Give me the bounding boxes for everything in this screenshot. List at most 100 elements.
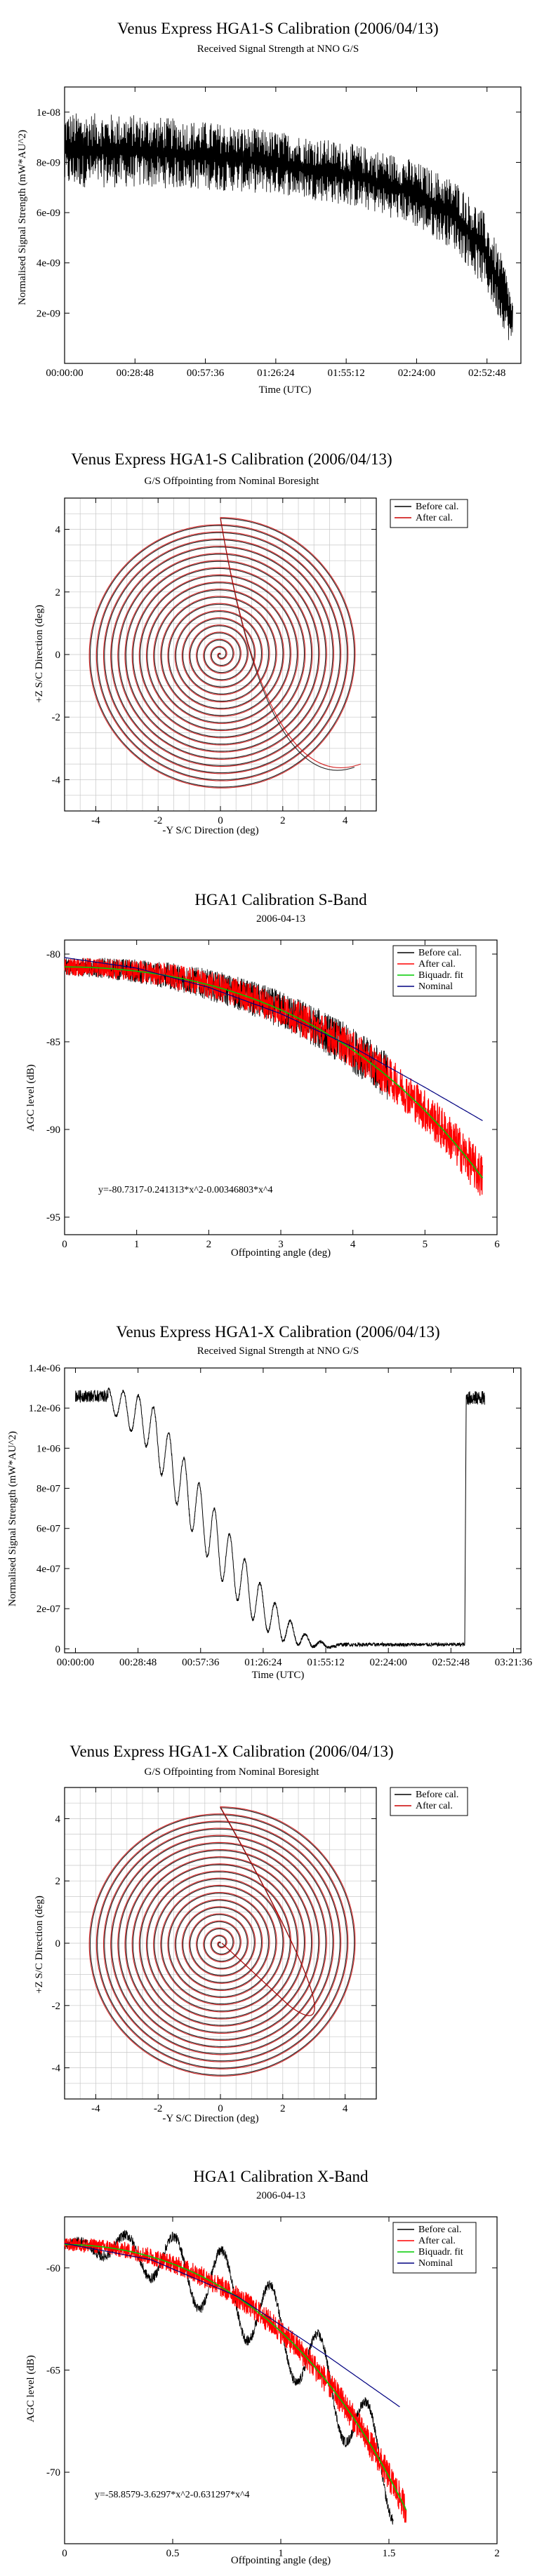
- x-tick-label: 0: [62, 2548, 67, 2559]
- legend-entry: Before cal.: [418, 2225, 461, 2235]
- x-tick-label: 2: [280, 815, 286, 826]
- after-cal-trace: [64, 2238, 407, 2523]
- chart-subtitle: G/S Offpointing from Nominal Boresight: [145, 1766, 320, 1778]
- x-tick-label: 0.5: [166, 2548, 180, 2559]
- signal-trace: [64, 113, 513, 340]
- x-tick-label: 6: [494, 1239, 500, 1250]
- x-tick-label: 5: [423, 1239, 428, 1250]
- spiral-series-1: [88, 1806, 356, 2077]
- spiral-series-0: [89, 1807, 355, 2076]
- biquadratic-fit-line: [64, 2243, 407, 2511]
- legend-box: [392, 2222, 477, 2274]
- legend-entry: After cal.: [418, 2236, 456, 2246]
- s-band-offpointing-chart: Venus Express HGA1-S Calibration (2006/0…: [34, 450, 468, 836]
- y-tick-label: -70: [46, 2467, 60, 2478]
- y-axis-label: AGC level (dB): [25, 2355, 37, 2422]
- legend-entry: Biquadr. fit: [418, 970, 463, 981]
- x-axis-label: Offpointing angle (deg): [231, 1247, 331, 1259]
- y-axis-label: +Z S/C Direction (deg): [34, 605, 45, 703]
- legend-entry: Before cal.: [416, 1790, 458, 1800]
- y-tick-label: -2: [52, 2001, 61, 2012]
- x-tick-label: 02:24:00: [398, 368, 435, 379]
- y-axis-label: Normalised Signal Strength (mW*AU^2): [7, 1431, 18, 1606]
- plot-frame: [64, 86, 522, 364]
- x-tick-label: 01:55:12: [327, 368, 364, 379]
- chart-panel-s-band-agc: HGA1 Calibration S-Band 2006-04-13 Offpo…: [0, 856, 556, 1277]
- x-axis-label: Time (UTC): [259, 384, 312, 396]
- x-tick-label: 4: [343, 2103, 348, 2114]
- legend-entry: After cal.: [418, 959, 456, 970]
- x-tick-label: -4: [91, 815, 100, 826]
- y-tick-label: 1e-06: [37, 1443, 61, 1454]
- x-tick-label: 2: [494, 2548, 500, 2559]
- x-tick-label: 00:57:36: [182, 1657, 220, 1668]
- y-axis-label: AGC level (dB): [25, 1064, 37, 1132]
- s-band-agc-chart: HGA1 Calibration S-Band 2006-04-13 Offpo…: [25, 891, 500, 1259]
- x-axis-label: Offpointing angle (deg): [231, 2555, 331, 2566]
- x-tick-label: 0: [62, 1239, 67, 1250]
- x-tick-label: 01:26:24: [244, 1657, 282, 1668]
- y-tick-label: -95: [46, 1212, 60, 1223]
- before-cal-trace: [64, 2229, 394, 2525]
- chart-subtitle: G/S Offpointing from Nominal Boresight: [145, 476, 320, 487]
- x-tick-label: 02:24:00: [370, 1657, 407, 1668]
- plot-frame: [64, 1367, 522, 1653]
- y-tick-label: -80: [46, 949, 60, 960]
- y-tick-label: 8e-07: [37, 1484, 61, 1495]
- legend-box: [390, 1787, 468, 1816]
- x-tick-label: 00:57:36: [187, 368, 225, 379]
- biquadratic-fit-line: [65, 966, 484, 1179]
- chart-title: HGA1 Calibration S-Band: [194, 891, 367, 908]
- chart-title: Venus Express HGA1-S Calibration (2006/0…: [71, 450, 392, 468]
- legend-entry: After cal.: [416, 1801, 453, 1811]
- y-tick-label: 1.2e-06: [29, 1403, 61, 1414]
- y-tick-label: 0: [55, 650, 61, 661]
- x-tick-label: 0: [218, 2103, 223, 2114]
- y-tick-label: 2: [55, 587, 61, 598]
- y-tick-label: 4e-07: [37, 1564, 61, 1575]
- x-tick-label: 00:00:00: [46, 368, 83, 379]
- chart-panel-s-signal: Venus Express HGA1-S Calibration (2006/0…: [0, 0, 556, 421]
- y-tick-label: 2e-07: [37, 1604, 61, 1615]
- x-tick-label: 4: [343, 815, 348, 826]
- x-axis-label: -Y S/C Direction (deg): [162, 2113, 258, 2124]
- y-axis-label: Normalised Signal Strength (mW*AU^2): [17, 130, 28, 305]
- x-axis-label: -Y S/C Direction (deg): [162, 825, 258, 836]
- y-tick-label: 4e-09: [37, 258, 60, 269]
- y-tick-label: 2: [55, 1876, 61, 1887]
- x-tick-label: 0: [218, 815, 223, 826]
- nominal-line: [64, 2243, 400, 2408]
- chart-title: Venus Express HGA1-X Calibration (2006/0…: [70, 1743, 393, 1760]
- fit-equation: y=-58.8579-3.6297*x^2-0.631297*x^4: [95, 2490, 250, 2500]
- chart-title: HGA1 Calibration X-Band: [193, 2168, 369, 2185]
- x-axis-label: Time (UTC): [252, 1670, 305, 1681]
- chart-panel-x-band-agc: HGA1 Calibration X-Band 2006-04-13 Offpo…: [0, 2133, 556, 2576]
- x-tick-label: 01:26:24: [257, 368, 295, 379]
- x-tick-label: 00:28:48: [117, 368, 154, 379]
- chart-panel-x-offpointing: Venus Express HGA1-X Calibration (2006/0…: [0, 1698, 556, 2133]
- y-tick-label: 6e-09: [37, 208, 60, 219]
- before-cal-trace: [64, 958, 390, 1100]
- x-tick-label: 1.5: [383, 2548, 396, 2559]
- y-tick-label: -85: [46, 1037, 60, 1048]
- legend-box: [392, 945, 477, 997]
- x-tick-label: 3: [278, 1239, 284, 1250]
- legend-entry: Biquadr. fit: [418, 2247, 463, 2258]
- fit-equation: y=-80.7317-0.241313*x^2-0.00346803*x^4: [98, 1185, 273, 1195]
- chart-panel-s-offpointing: Venus Express HGA1-S Calibration (2006/0…: [0, 421, 556, 856]
- legend-entry: Nominal: [418, 2258, 453, 2269]
- y-tick-label: 1e-08: [37, 107, 60, 119]
- x-band-signal-chart: Venus Express HGA1-X Calibration (2006/0…: [7, 1323, 533, 1681]
- y-tick-label: 0: [55, 1938, 61, 1950]
- chart-subtitle: Received Signal Strength at NNO G/S: [197, 43, 359, 55]
- x-tick-label: 1: [278, 2548, 284, 2559]
- x-band-agc-chart: HGA1 Calibration X-Band 2006-04-13 Offpo…: [25, 2168, 500, 2566]
- chart-subtitle: Received Signal Strength at NNO G/S: [197, 1346, 359, 1357]
- y-tick-label: -65: [46, 2365, 60, 2376]
- x-tick-label: 02:52:48: [432, 1657, 470, 1668]
- x-tick-label: -4: [91, 2103, 100, 2114]
- legend-entry: Before cal.: [416, 502, 458, 512]
- x-tick-label: -2: [154, 2103, 163, 2114]
- x-tick-label: 4: [350, 1239, 356, 1250]
- s-band-signal-chart: Venus Express HGA1-S Calibration (2006/0…: [17, 20, 522, 396]
